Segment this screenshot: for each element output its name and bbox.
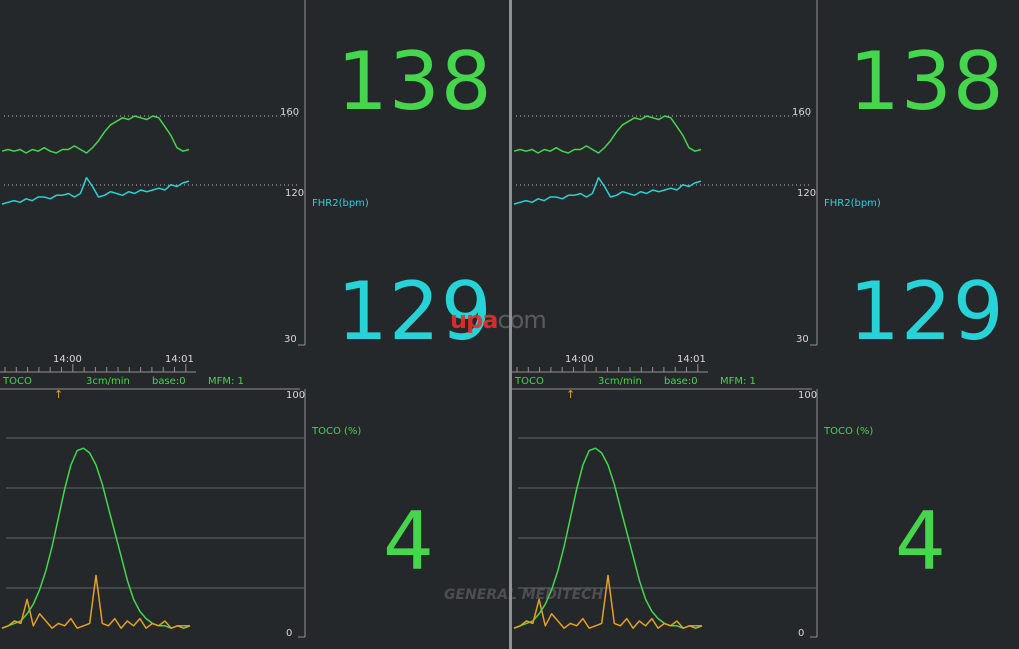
fhr2-trace (513, 176, 702, 205)
toco-value: 4 (895, 495, 947, 588)
toco-axis-100: 100 (798, 390, 818, 401)
mfm-trace (1, 574, 191, 629)
fhr2-label: FHR2(bpm) (824, 198, 881, 209)
status-speed: 3cm/min (86, 376, 130, 387)
toco-axis-100: 100 (286, 390, 306, 401)
fhr-axis-160: 160 (280, 107, 300, 118)
status-base: base:0 (664, 376, 698, 387)
fhr-toco-chart (512, 0, 818, 638)
fhr-axis-120: 120 (797, 188, 817, 199)
fhr-axis-30: 30 (284, 334, 297, 345)
time-label-1400: 14:00 (53, 354, 82, 365)
status-mfm: MFM: 1 (208, 376, 244, 387)
toco-label: TOCO (%) (312, 426, 362, 437)
status-base: base:0 (152, 376, 186, 387)
mfm-trace (513, 574, 703, 629)
status-toco: TOCO (515, 376, 544, 387)
watermark-brand-b: com (497, 306, 546, 334)
fhr-toco-chart (0, 0, 306, 638)
fhr-axis-120: 120 (285, 188, 305, 199)
fhr1-trace (1, 115, 190, 154)
event-marker-arrow-icon: ↑ (566, 388, 576, 401)
status-mfm: MFM: 1 (720, 376, 756, 387)
fhr-axis-30: 30 (796, 334, 809, 345)
monitor-panel-left: 160 120 30 14:00 14:01 TOCO 3cm/min base… (0, 0, 509, 649)
watermark-brand-a: upa (450, 306, 498, 334)
event-marker-arrow-icon: ↑ (54, 388, 64, 401)
fhr2-label: FHR2(bpm) (312, 198, 369, 209)
status-speed: 3cm/min (598, 376, 642, 387)
toco-axis-0: 0 (286, 628, 293, 639)
meditech-watermark: GENERAL MEDITECH (444, 587, 604, 603)
toco-label: TOCO (%) (824, 426, 874, 437)
monitor-panel-right: 160 120 30 14:00 14:01 TOCO 3cm/min base… (512, 0, 1019, 649)
fhr2-value: 129 (849, 265, 1005, 358)
time-label-1401: 14:01 (677, 354, 706, 365)
fhr2-value: 129 (337, 265, 493, 358)
time-label-1400: 14:00 (565, 354, 594, 365)
fhr1-value: 138 (337, 35, 493, 128)
panel-divider (509, 0, 512, 649)
fhr1-trace (513, 115, 702, 154)
status-toco: TOCO (3, 376, 32, 387)
fhr1-value: 138 (849, 35, 1005, 128)
toco-value: 4 (383, 495, 435, 588)
fhr2-trace (1, 176, 190, 205)
fhr-axis-160: 160 (792, 107, 812, 118)
toco-axis-0: 0 (798, 628, 805, 639)
time-label-1401: 14:01 (165, 354, 194, 365)
upa-watermark: upacom (450, 306, 547, 334)
